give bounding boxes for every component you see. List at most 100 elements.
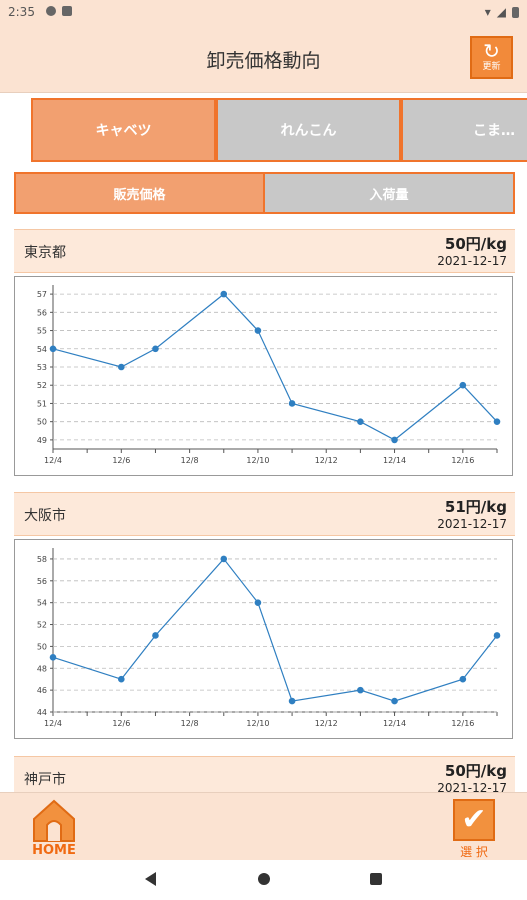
series-line — [52, 293, 498, 441]
data-point — [220, 290, 228, 298]
data-point — [49, 654, 57, 661]
x-tick-label: 12/6 — [112, 456, 130, 465]
price-date: 2021-12-17 — [437, 781, 507, 795]
data-point — [391, 436, 398, 444]
price-date: 2021-12-17 — [437, 254, 507, 268]
price-value: 50円/kg — [444, 235, 507, 253]
segment-price[interactable]: 販売価格 — [14, 172, 265, 214]
metric-toggle: 販売価格 入荷量 — [14, 172, 515, 214]
data-point — [118, 675, 125, 683]
app-notification-icon — [46, 6, 56, 16]
x-tick-label: 12/14 — [383, 456, 406, 465]
price-chart: 49 50 51 52 53 54 55 56 57 12/4 12/6 12/8 12/10 12/12… — [14, 276, 513, 476]
notification-icons — [46, 6, 72, 16]
market-card-header: 大阪市 51円/kg 2021-12-17 — [14, 492, 515, 536]
system-icons: ▾ ◢ — [485, 5, 519, 19]
x-tick-label: 12/10 — [246, 719, 269, 728]
status-bar: 2:35 ▾ ◢ — [0, 0, 527, 24]
x-tick-label: 12/10 — [246, 456, 269, 465]
data-point — [357, 418, 364, 425]
refresh-label: 更新 — [482, 62, 501, 72]
market-card-header: 東京都 50円/kg 2021-12-17 — [14, 229, 515, 273]
signal-icon: ◢ — [496, 5, 506, 19]
tab-label: こま… — [473, 123, 515, 139]
system-nav-bar — [0, 860, 527, 900]
vegetable-tabs: キャベツ れんこん こま… — [31, 98, 527, 162]
home-icon — [33, 799, 75, 842]
y-tick-label: 49 — [37, 436, 47, 445]
checkmark-icon: ✔ — [453, 799, 495, 841]
line-chart: 49 50 51 52 53 54 55 56 57 12/4 12/6 12/8 12/10 12/12… — [37, 285, 501, 465]
recents-icon[interactable] — [370, 873, 382, 885]
price-value: 51円/kg — [444, 498, 507, 516]
x-tick-label: 12/8 — [181, 456, 199, 465]
data-point — [288, 697, 296, 705]
refresh-icon: ↻ — [483, 39, 500, 63]
city-name: 大阪市 — [24, 508, 66, 524]
price-date: 2021-12-17 — [437, 517, 507, 531]
tab-lotus-root[interactable]: れんこん — [216, 98, 401, 162]
refresh-button[interactable]: ↻ 更新 — [470, 36, 513, 79]
x-tick-label: 12/4 — [44, 719, 62, 728]
x-tick-label: 12/8 — [181, 719, 199, 728]
y-tick-label: 54 — [37, 345, 47, 354]
y-tick-label: 52 — [37, 381, 47, 390]
segment-label: 販売価格 — [113, 187, 166, 203]
y-tick-label: 46 — [37, 686, 47, 695]
select-button[interactable]: ✔ 選 択 — [451, 797, 497, 859]
y-tick-label: 53 — [37, 363, 47, 372]
y-tick-label: 51 — [37, 399, 47, 408]
data-point — [220, 555, 228, 563]
y-tick-label: 54 — [37, 599, 47, 608]
y-tick-label: 52 — [37, 621, 47, 630]
data-point — [493, 632, 501, 639]
x-tick-label: 12/6 — [112, 719, 130, 728]
city-name: 神戸市 — [24, 772, 66, 788]
page-title: 卸売価格動向 — [206, 50, 321, 72]
x-tick-label: 12/16 — [451, 719, 474, 728]
tab-label: れんこん — [280, 123, 337, 139]
battery-icon — [512, 6, 519, 18]
x-tick-label: 12/16 — [451, 456, 474, 465]
x-tick-label: 12/14 — [383, 719, 406, 728]
data-point — [254, 599, 262, 606]
y-tick-label: 44 — [37, 708, 47, 717]
x-tick-label: 12/4 — [44, 456, 62, 465]
status-time: 2:35 — [8, 5, 35, 19]
x-tick-label: 12/12 — [315, 719, 338, 728]
y-tick-label: 56 — [37, 308, 47, 317]
data-point — [288, 400, 296, 407]
home-button[interactable]: HOME — [30, 797, 78, 859]
segment-label: 入荷量 — [369, 187, 409, 203]
sd-card-icon — [62, 6, 72, 16]
y-tick-label: 55 — [37, 327, 47, 336]
data-point — [49, 345, 57, 353]
data-point — [254, 327, 262, 334]
tab-cabbage[interactable]: キャベツ — [31, 98, 216, 162]
data-point — [493, 418, 501, 425]
line-chart: 44 46 48 50 52 54 56 58 12/4 12/6 12/8 12/10 12/12 12… — [37, 548, 501, 728]
app-header: 卸売価格動向 ↻ 更新 — [0, 24, 527, 93]
y-tick-label: 57 — [37, 290, 47, 299]
home-label: HOME — [32, 843, 76, 858]
y-tick-label: 58 — [37, 555, 47, 564]
y-tick-label: 56 — [37, 577, 47, 586]
back-icon[interactable] — [145, 872, 156, 886]
data-point — [459, 675, 467, 683]
price-value: 50円/kg — [444, 762, 507, 780]
city-name: 東京都 — [24, 245, 66, 261]
data-point — [152, 345, 159, 353]
bottom-nav: HOME ✔ 選 択 — [0, 792, 527, 861]
home-circle-icon[interactable] — [258, 873, 270, 885]
data-point — [118, 363, 125, 371]
tab-label: キャベツ — [95, 123, 152, 139]
y-tick-label: 48 — [37, 664, 47, 673]
series-line — [52, 557, 498, 702]
select-label: 選 択 — [460, 845, 488, 859]
price-chart: 44 46 48 50 52 54 56 58 12/4 12/6 12/8 12/10 12/12 12… — [14, 539, 513, 739]
data-point — [391, 697, 398, 705]
data-point — [357, 686, 364, 694]
segment-volume[interactable]: 入荷量 — [263, 172, 515, 214]
data-point — [459, 381, 467, 389]
tab-third[interactable]: こま… — [401, 98, 527, 162]
